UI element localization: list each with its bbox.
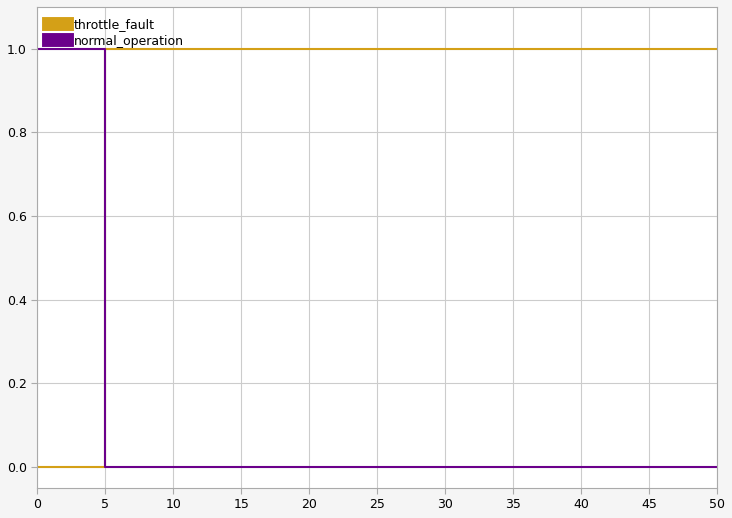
throttle_fault [101, 464, 110, 470]
throttle_fault [33, 464, 42, 470]
normal_operation [101, 46, 110, 52]
throttle_fault [713, 46, 722, 52]
normal_operation [101, 464, 110, 470]
normal_operation [713, 464, 722, 470]
throttle_fault [101, 46, 110, 52]
Legend: throttle_fault, normal_operation: throttle_fault, normal_operation [44, 13, 189, 53]
Line: throttle_fault: throttle_fault [37, 49, 717, 467]
Line: normal_operation: normal_operation [37, 49, 717, 467]
normal_operation [33, 46, 42, 52]
